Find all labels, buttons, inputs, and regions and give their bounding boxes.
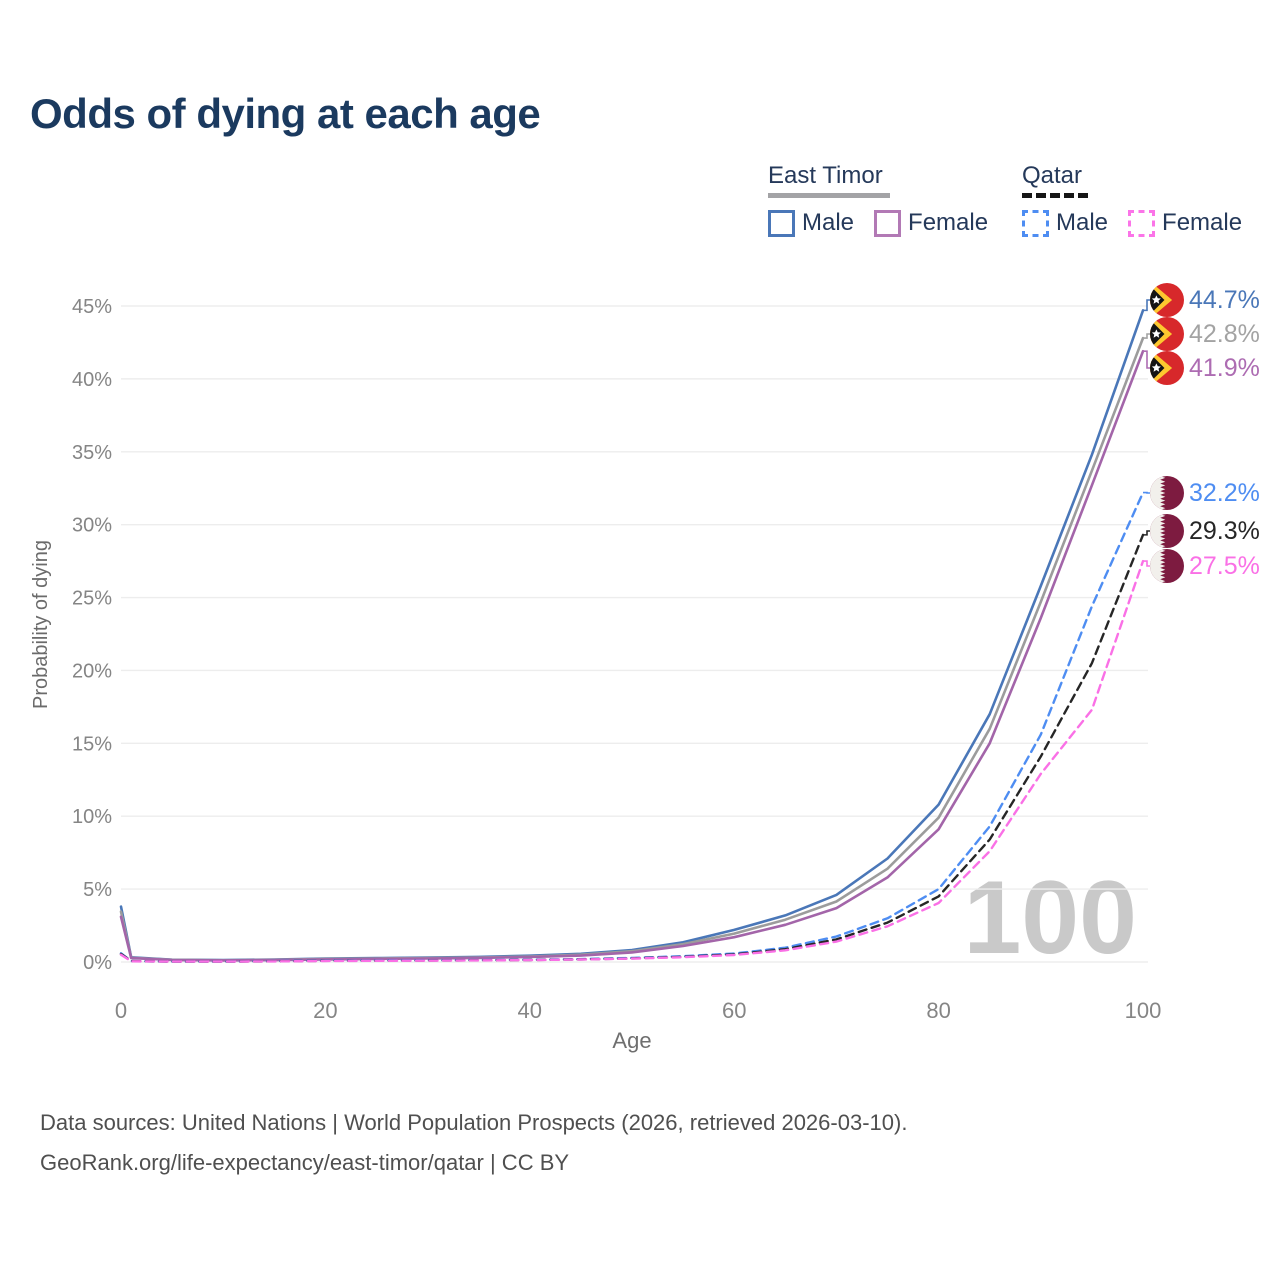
end-label-value: 32.2% bbox=[1189, 478, 1260, 507]
svg-text:10%: 10% bbox=[72, 806, 112, 828]
east-timor-flag-icon bbox=[1150, 317, 1184, 351]
svg-text:20: 20 bbox=[313, 998, 337, 1023]
svg-text:40%: 40% bbox=[72, 369, 112, 391]
end-label-qatar-female: 27.5% bbox=[1150, 549, 1260, 583]
qatar-flag-icon bbox=[1150, 476, 1184, 510]
legend-item-qatar-male[interactable]: Male bbox=[1022, 209, 1108, 237]
qatar-female-swatch-icon bbox=[1128, 209, 1156, 237]
qatar-flag-icon bbox=[1150, 549, 1184, 583]
legend-item-east-timor-female[interactable]: Female bbox=[874, 209, 988, 237]
east-timor-flag-icon bbox=[1150, 351, 1184, 385]
east-timor-flag-icon bbox=[1150, 283, 1184, 317]
legend-item-qatar-female[interactable]: Female bbox=[1128, 209, 1242, 237]
end-label-qatar-both: 29.3% bbox=[1150, 514, 1260, 548]
svg-text:40: 40 bbox=[518, 998, 542, 1023]
qatar-male-swatch-icon bbox=[1022, 209, 1049, 237]
age-watermark: 100 bbox=[963, 860, 1137, 976]
svg-text:25%: 25% bbox=[72, 588, 112, 610]
svg-text:30%: 30% bbox=[72, 515, 112, 537]
end-label-value: 41.9% bbox=[1189, 353, 1260, 382]
qatar-flag-icon bbox=[1150, 514, 1184, 548]
legend-item-label: Female bbox=[908, 209, 989, 236]
east-timor-female-swatch-icon bbox=[874, 209, 902, 237]
end-label-qatar-male: 32.2% bbox=[1150, 476, 1260, 510]
east-timor-male-swatch-icon bbox=[768, 209, 795, 237]
svg-text:5%: 5% bbox=[83, 879, 112, 901]
legend-item-label: Female bbox=[1162, 209, 1243, 236]
legend-item-label: Male bbox=[1056, 209, 1109, 236]
end-label-value: 42.8% bbox=[1189, 319, 1260, 348]
data-source-line: Data sources: United Nations | World Pop… bbox=[40, 1110, 908, 1135]
svg-text:0%: 0% bbox=[83, 952, 112, 974]
svg-text:15%: 15% bbox=[72, 733, 112, 755]
end-label-value: 27.5% bbox=[1189, 551, 1260, 580]
svg-text:45%: 45% bbox=[72, 296, 112, 318]
legend-item-east-timor-male[interactable]: Male bbox=[768, 209, 854, 237]
page-title: Odds of dying at each age bbox=[30, 90, 541, 137]
east-timor-line-style-sample bbox=[768, 193, 890, 198]
attribution-line: GeoRank.org/life-expectancy/east-timor/q… bbox=[40, 1150, 570, 1175]
qatar-line-style-sample bbox=[1022, 193, 1088, 198]
svg-text:0: 0 bbox=[115, 998, 127, 1023]
svg-text:80: 80 bbox=[926, 998, 950, 1023]
legend-title-east-timor: East Timor bbox=[768, 162, 883, 189]
svg-text:35%: 35% bbox=[72, 442, 112, 464]
legend-title-qatar: Qatar bbox=[1022, 162, 1083, 189]
svg-text:100: 100 bbox=[1125, 998, 1162, 1023]
end-label-east-timor-both: 42.8% bbox=[1150, 317, 1260, 351]
end-label-east-timor-male: 44.7% bbox=[1150, 283, 1260, 317]
x-axis-title: Age bbox=[612, 1028, 652, 1053]
end-label-value: 44.7% bbox=[1189, 285, 1260, 314]
end-label-east-timor-female: 41.9% bbox=[1150, 351, 1260, 385]
end-label-value: 29.3% bbox=[1189, 516, 1260, 545]
svg-text:60: 60 bbox=[722, 998, 746, 1023]
legend-group-qatar: Qatar Male Female bbox=[1022, 162, 1242, 237]
svg-text:20%: 20% bbox=[72, 660, 112, 682]
legend-item-label: Male bbox=[802, 209, 855, 236]
legend-group-east-timor: East Timor Male Female bbox=[768, 162, 988, 237]
